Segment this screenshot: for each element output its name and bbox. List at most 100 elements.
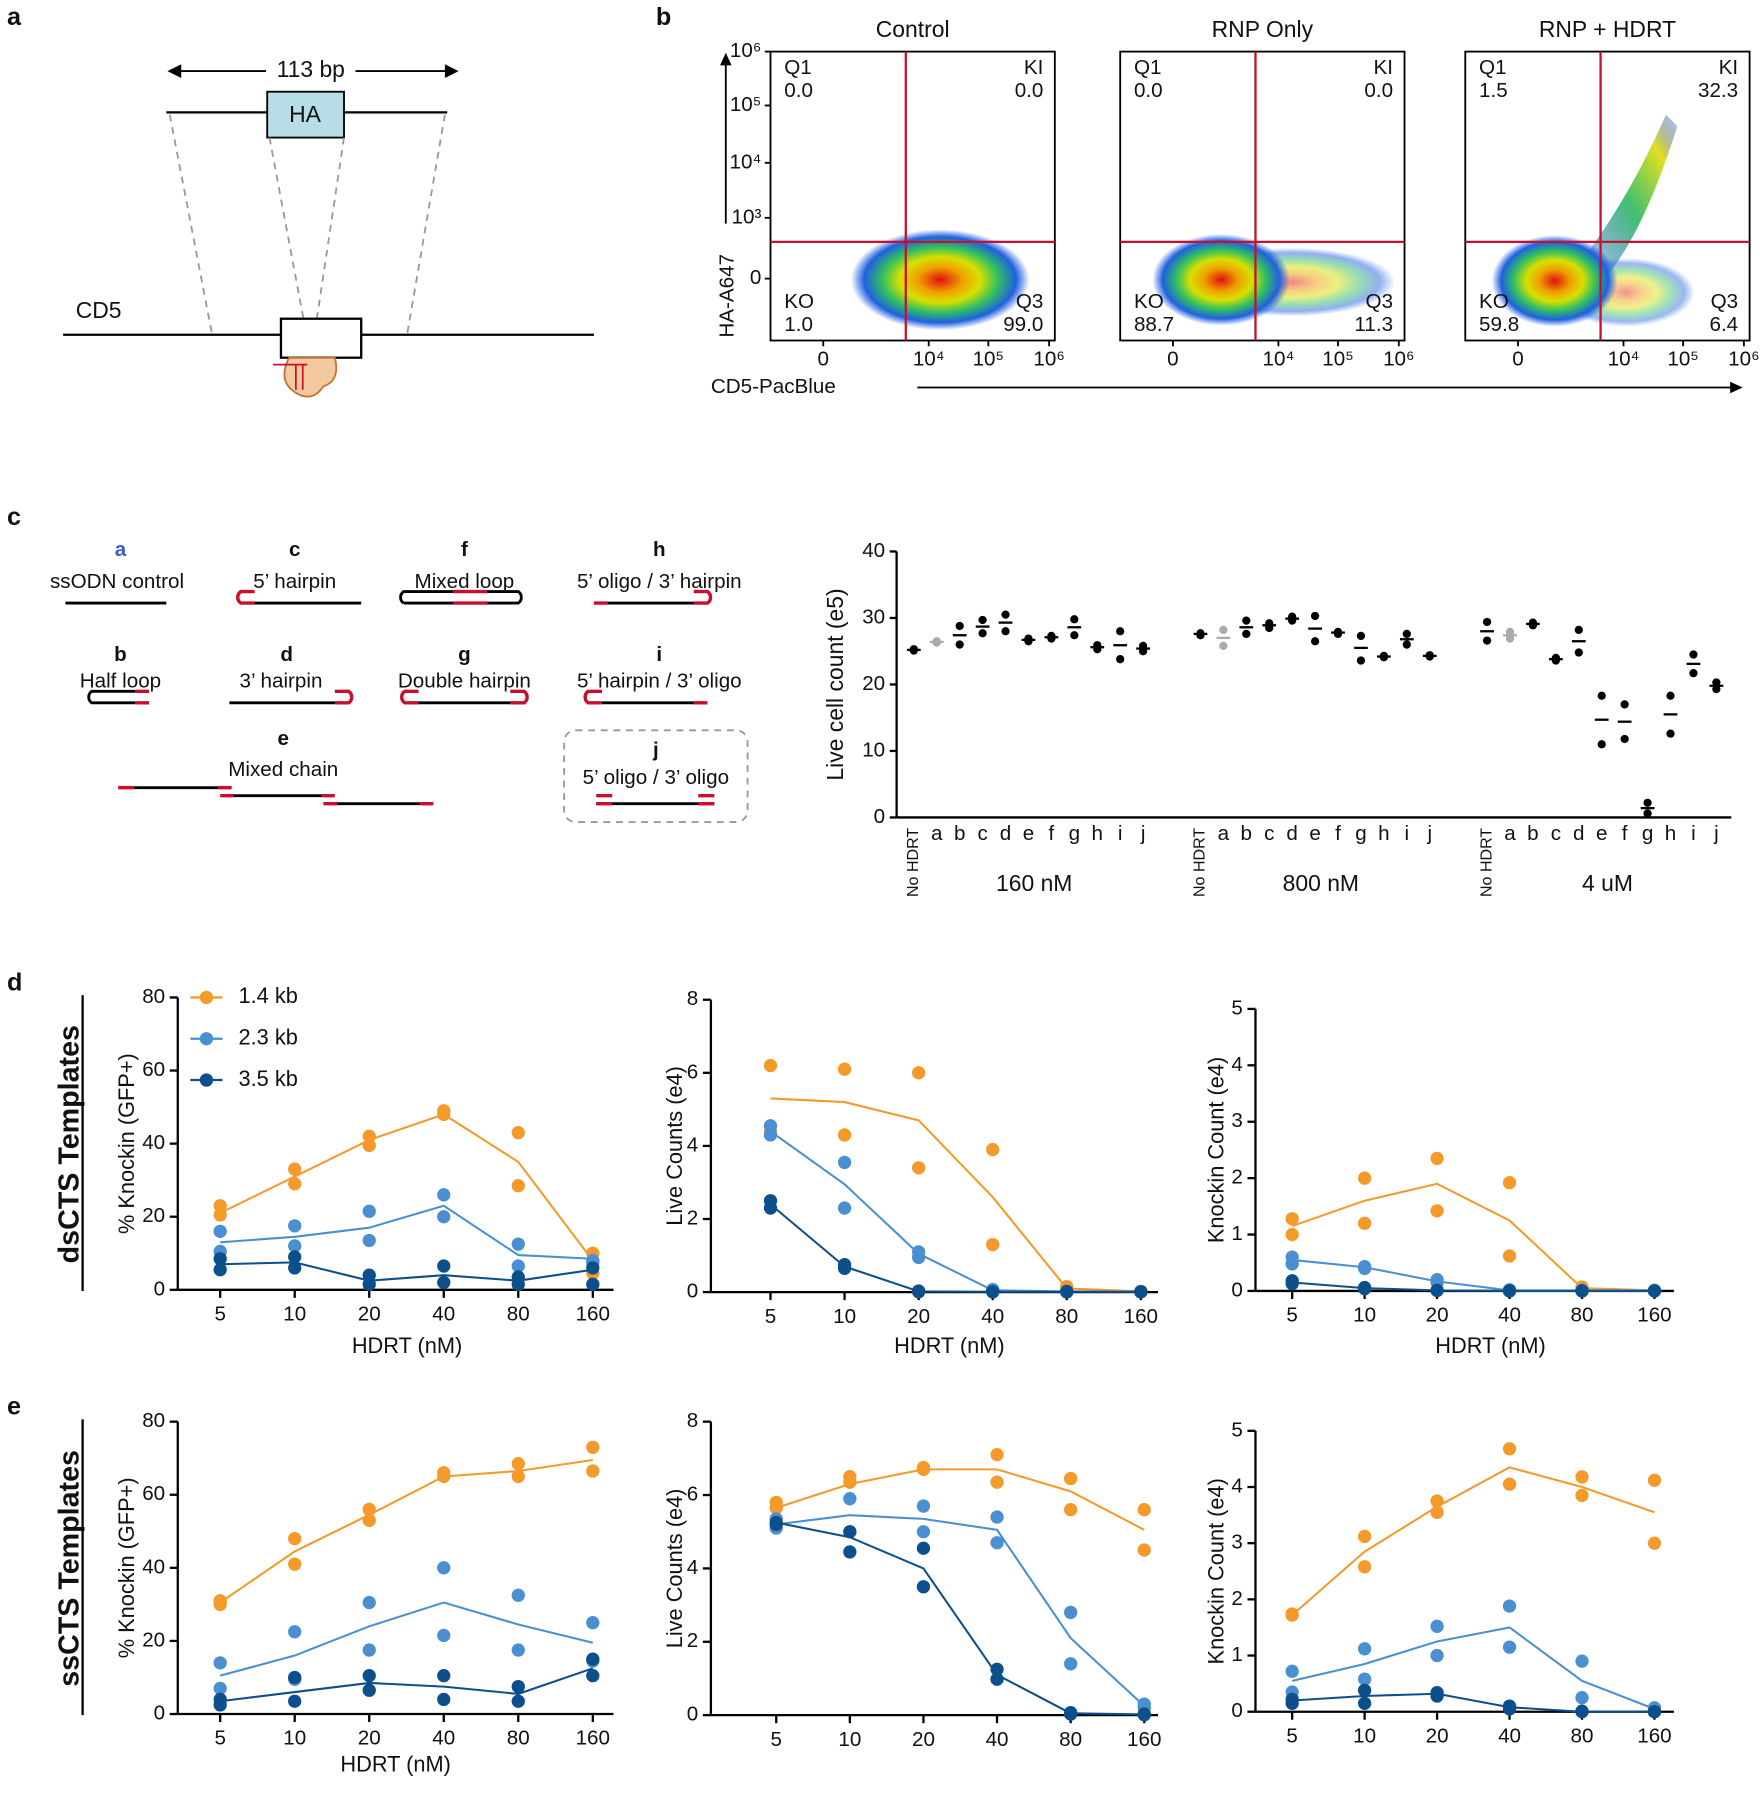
series-line (219, 1459, 593, 1604)
x-tick-label: 10 (1353, 1304, 1376, 1327)
point (213, 1656, 227, 1670)
point (990, 1536, 1004, 1550)
x-tick-label: 160 (1124, 1305, 1158, 1328)
point (1285, 1696, 1299, 1710)
panel-label: d (7, 968, 22, 996)
category-label: h (1378, 822, 1389, 845)
template-letter: f (461, 538, 468, 561)
series-line (219, 1113, 594, 1262)
point (213, 1698, 227, 1712)
template-letter: h (653, 538, 666, 561)
plot-title: Control (876, 16, 950, 42)
template-name: Mixed loop (415, 570, 515, 593)
y-tick-label: 2 (1231, 1587, 1242, 1610)
point (978, 629, 987, 638)
point (1060, 1285, 1074, 1299)
category-label: j (1426, 822, 1432, 845)
template-name: 5’ oligo / 3’ oligo (583, 766, 729, 789)
x-tick-label: 10⁶ (1033, 347, 1064, 370)
x-tick-label: 40 (432, 1727, 455, 1750)
quadrant-value: 6.4 (1709, 313, 1738, 336)
y-axis-label: Live Counts (e4) (662, 1489, 687, 1649)
y-tick-label: 0 (874, 805, 885, 828)
y-tick-label: 1 (1231, 1222, 1242, 1245)
point (362, 1595, 376, 1610)
point (213, 1199, 227, 1213)
point (769, 1517, 783, 1532)
category-label: b (1527, 822, 1538, 845)
y-tick-label: 2 (1231, 1166, 1242, 1189)
point (1647, 1705, 1662, 1719)
y-axis-label: % Knockin (GFP+) (114, 1477, 139, 1658)
y-tick-label: 0 (687, 1703, 698, 1726)
x-tick-label: 0 (818, 347, 829, 370)
category-label: g (1069, 822, 1080, 845)
y-tick-label: 6 (687, 1060, 698, 1083)
point (362, 1268, 376, 1282)
point (511, 1588, 525, 1602)
point (1502, 1640, 1517, 1654)
point (1597, 740, 1606, 749)
point (437, 1210, 451, 1224)
category-label: d (1286, 822, 1297, 845)
point (288, 1557, 302, 1571)
x-tick-label: 80 (1055, 1305, 1078, 1328)
point (1357, 1529, 1372, 1544)
y-axis-label: Live Counts (e4) (662, 1066, 687, 1226)
point (916, 1499, 931, 1513)
x-tick-label: 5 (1286, 1724, 1297, 1747)
x-tick-label: 20 (1426, 1724, 1449, 1747)
point (288, 1531, 302, 1546)
y-tick-label: 10³ (732, 205, 762, 228)
category-label: e (1596, 822, 1607, 845)
point (437, 1188, 451, 1202)
legend-label: 3.5 kb (239, 1066, 298, 1091)
y-tick-label: 5 (1231, 996, 1242, 1019)
point (1430, 1619, 1444, 1633)
point (837, 1201, 852, 1215)
point (288, 1239, 302, 1253)
y-axis-label: Knockin Count (e4) (1203, 1478, 1228, 1664)
point (288, 1162, 302, 1176)
y-tick-label: 10⁶ (730, 39, 761, 62)
y-tick-label: 10 (862, 738, 885, 761)
point (586, 1668, 600, 1683)
x-tick-label: 10⁴ (913, 347, 945, 370)
point (1551, 656, 1560, 665)
point (586, 1440, 600, 1454)
point (1116, 627, 1125, 636)
category-label: i (1118, 822, 1123, 845)
point (437, 1668, 451, 1683)
category-label: j (1140, 822, 1146, 845)
point (1643, 798, 1652, 807)
y-tick-label: 40 (862, 539, 885, 562)
point (1024, 637, 1033, 646)
point (362, 1129, 376, 1143)
point (437, 1561, 451, 1575)
site-box (279, 317, 363, 359)
quadrant-value: 59.8 (1479, 313, 1519, 336)
template-letter: g (458, 643, 471, 666)
point (288, 1261, 302, 1275)
x-axis-label: HDRT (nM) (340, 1751, 450, 1776)
x-tick-label: 10⁵ (1322, 347, 1354, 370)
row-label: ssCTS Templates (54, 1450, 86, 1687)
y-tick-label: 2 (687, 1629, 698, 1652)
point (1689, 650, 1698, 659)
point (213, 1681, 227, 1696)
point (916, 1541, 931, 1555)
x-tick-label: 10 (283, 1727, 306, 1750)
y-tick-label: 5 (1231, 1418, 1242, 1441)
point (1196, 631, 1205, 640)
point (1357, 1560, 1372, 1574)
y-tick-label: 60 (142, 1058, 165, 1081)
template-letter: e (278, 727, 289, 750)
category-label: No HDRT (1191, 828, 1209, 897)
point (843, 1525, 857, 1539)
x-tick-label: 5 (1286, 1304, 1297, 1327)
y-tick-label: 0 (154, 1277, 165, 1300)
y-tick-label: 20 (862, 672, 885, 695)
